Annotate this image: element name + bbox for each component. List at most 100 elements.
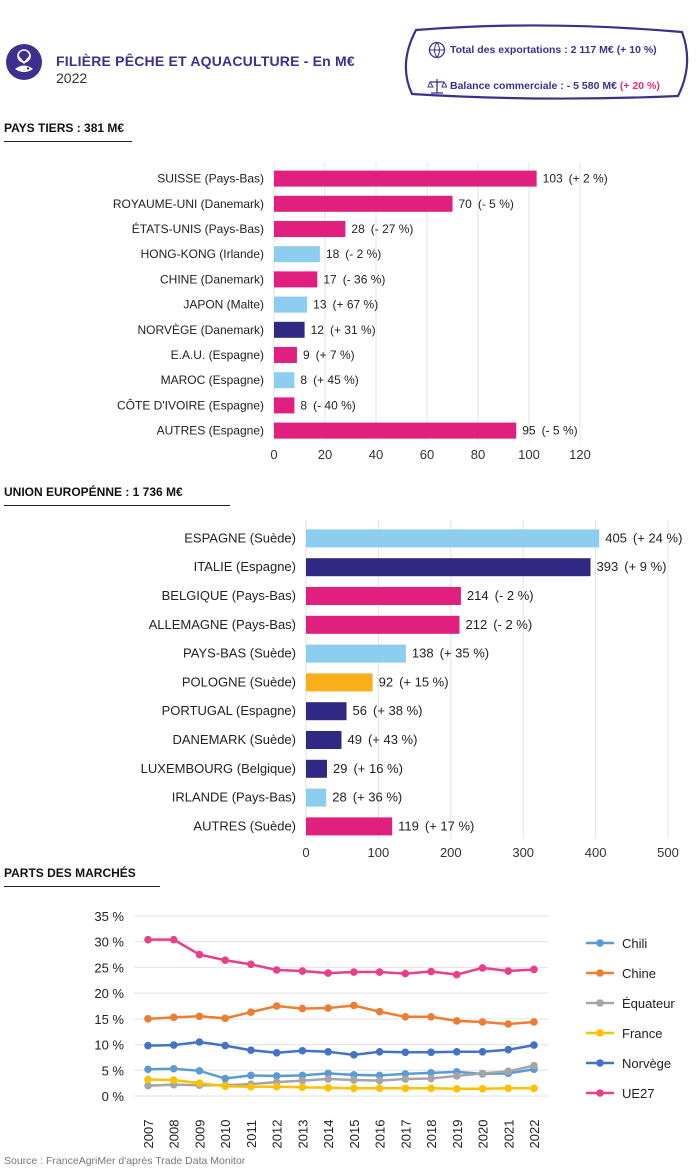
data-point <box>221 1041 229 1050</box>
bar <box>306 702 347 721</box>
data-point <box>195 950 204 959</box>
data-point <box>453 1085 461 1093</box>
data-label: 8 (+ 45 %) <box>300 373 358 387</box>
series-line <box>148 938 535 976</box>
value-label: 212 <box>465 617 487 632</box>
change-label: (+ 35 %) <box>440 646 490 661</box>
data-point <box>247 1008 255 1016</box>
data-point <box>478 964 487 972</box>
bar <box>306 731 342 749</box>
category-label: SUISSE (Pays-Bas) <box>157 172 264 186</box>
page-title: FILIÈRE PÊCHE ET AQUACULTURE - En M€ <box>56 53 355 69</box>
x-tick-label: 120 <box>569 447 591 462</box>
section-title-pays-tiers: PAYS TIERS : 381 M€ <box>4 121 132 142</box>
category-label: DANEMARK (Suède) <box>172 732 296 747</box>
data-point <box>453 1017 461 1025</box>
legend-swatch-marker <box>596 939 604 947</box>
x-tick-label: 2018 <box>424 1120 439 1149</box>
legend-label: Équateur <box>622 996 675 1011</box>
x-tick-label: 2022 <box>527 1120 542 1149</box>
data-point <box>298 1046 307 1055</box>
x-tick-label: 0 <box>270 447 277 462</box>
bar <box>306 529 600 548</box>
section-title-ue: UNION EUROPÉNNE : 1 736 M€ <box>4 485 230 506</box>
data-label: 95 (- 5 %) <box>522 424 577 438</box>
data-point <box>504 1084 513 1093</box>
data-label: 18 (- 2 %) <box>326 247 381 261</box>
data-point <box>272 1072 281 1080</box>
change-label: (- 36 %) <box>343 272 386 286</box>
data-point <box>169 935 178 944</box>
change-label: (- 2 %) <box>495 588 534 603</box>
data-point <box>272 1049 281 1057</box>
data-point <box>530 965 538 974</box>
x-tick-label: 2016 <box>373 1120 388 1149</box>
data-point <box>195 1012 204 1021</box>
data-point <box>478 1085 487 1093</box>
bar <box>274 246 320 263</box>
data-point <box>195 1079 204 1087</box>
value-label: 138 <box>412 646 434 661</box>
chart-pays-tiers: 0 20 40 60 80 100 120 SUISSE (Pays-Bas) 103 (+ 2 … <box>113 162 608 462</box>
value-label: 95 <box>522 424 536 438</box>
change-label: (+ 38 %) <box>373 703 423 718</box>
data-point <box>453 1072 461 1080</box>
data-point <box>375 1076 384 1085</box>
bar <box>274 422 517 439</box>
x-tick-label: 60 <box>420 447 434 462</box>
bar <box>274 296 308 313</box>
legend-label: Norvège <box>622 1056 671 1071</box>
data-point <box>350 968 358 976</box>
data-label: 70 (- 5 %) <box>459 197 514 211</box>
data-point <box>144 1015 152 1023</box>
data-point <box>427 1074 435 1083</box>
data-point <box>272 966 281 974</box>
change-label: (- 2 %) <box>345 247 381 261</box>
change-label: (+ 43 %) <box>368 732 418 747</box>
data-point <box>375 968 384 976</box>
data-point <box>375 1084 384 1093</box>
change-label: (+ 16 %) <box>353 761 403 776</box>
data-point <box>427 1084 435 1093</box>
data-point <box>453 1047 461 1056</box>
data-label: 56 (+ 38 %) <box>353 703 423 718</box>
value-label: 49 <box>347 732 361 747</box>
data-label: 8 (- 40 %) <box>300 398 355 412</box>
change-label: (+ 2 %) <box>569 172 608 186</box>
series-line <box>147 1067 535 1080</box>
trade-balance-label: Balance commerciale : - 5 580 M€ <box>450 80 620 92</box>
data-point <box>298 1076 307 1085</box>
data-point <box>221 1082 229 1091</box>
change-label: (+ 36 %) <box>353 790 403 805</box>
data-label: 92 (+ 15 %) <box>379 674 449 689</box>
data-point <box>350 1084 358 1093</box>
value-label: 28 <box>332 790 346 805</box>
fisheries-logo-icon <box>6 44 42 80</box>
category-label: ROYAUME-UNI (Danemark) <box>113 197 264 211</box>
data-point <box>169 1041 178 1049</box>
value-label: 119 <box>398 818 419 833</box>
category-label: IRLANDE (Pays-Bas) <box>172 790 296 805</box>
y-tick-label: 5 % <box>102 1063 125 1078</box>
change-label: (- 5 %) <box>542 424 578 438</box>
change-label: (+ 45 %) <box>313 373 359 387</box>
legend-label: France <box>622 1026 662 1041</box>
data-label: 17 (- 36 %) <box>323 272 385 286</box>
trade-balance-change: (+ 20 %) <box>619 80 660 92</box>
trade-balance: Balance commerciale : - 5 580 M€ (+ 20 %… <box>450 80 660 92</box>
data-point <box>272 1082 281 1091</box>
x-tick-label: 40 <box>369 447 383 462</box>
data-point <box>169 1013 178 1022</box>
data-point <box>298 1083 307 1092</box>
x-tick-label: 0 <box>302 845 309 860</box>
category-label: CHINE (Danemark) <box>160 272 264 286</box>
data-label: 212 (- 2 %) <box>465 617 532 632</box>
change-label: (+ 9 %) <box>624 559 666 574</box>
bar <box>274 347 297 363</box>
export-total-label: Total des exportations : 2 117 M€ <box>450 44 617 56</box>
x-tick-label: 2013 <box>295 1120 310 1149</box>
x-tick-label: 20 <box>318 447 332 462</box>
data-point <box>427 1048 435 1057</box>
data-point <box>504 967 513 975</box>
data-point <box>144 935 152 944</box>
